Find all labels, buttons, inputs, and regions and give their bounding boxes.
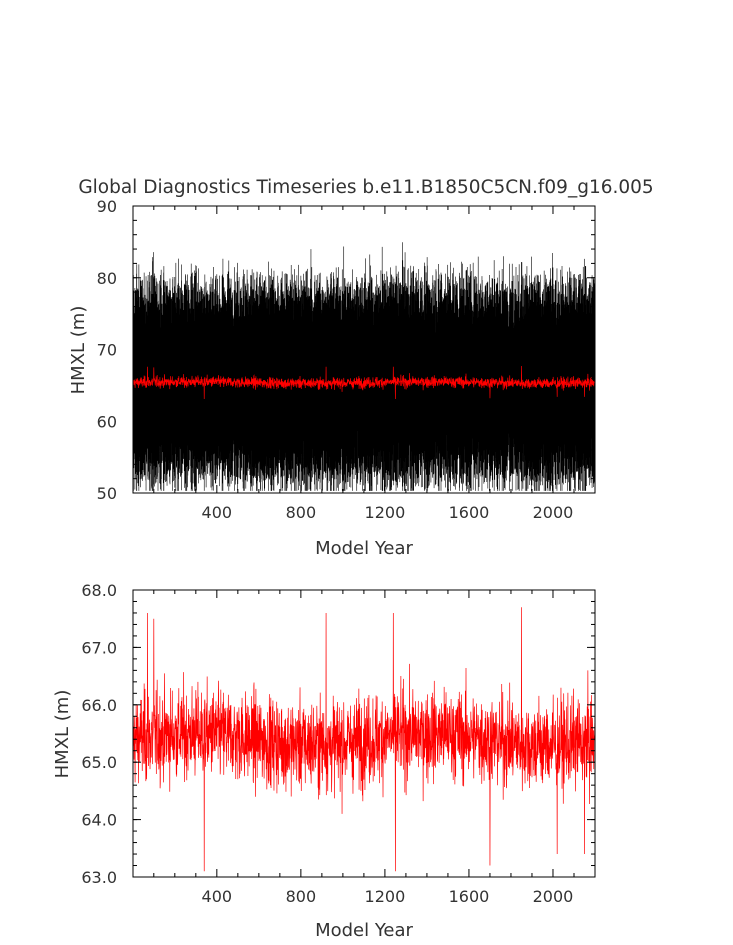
x-tick-label: 400: [202, 887, 233, 906]
top-panel: Global Diagnostics Timeseries b.e11.B185…: [68, 177, 654, 559]
y-tick-label: 65.0: [81, 753, 117, 772]
x-tick-label: 1600: [449, 503, 490, 522]
x-tick-label: 1200: [365, 503, 406, 522]
x-tick-label: 800: [286, 887, 317, 906]
y-tick-label: 90: [97, 197, 117, 216]
x-tick-label: 2000: [533, 503, 574, 522]
y-tick-label: 67.0: [81, 638, 117, 657]
top-panel-series: [132, 242, 596, 491]
annual-mean-hmxl-series: [132, 365, 596, 400]
bottom-panel: 400 800 1200 1600 2000 63.0 64.0 65.0 66.0 67.0 68…: [52, 581, 596, 941]
y-tick-label: 66.0: [81, 696, 117, 715]
chart-title: Global Diagnostics Timeseries b.e11.B185…: [78, 177, 653, 198]
top-panel-ticks: 400 800 1200 1600 2000 50 60 70 80 90: [97, 197, 596, 522]
top-y-axis-label: HMXL (m): [68, 306, 89, 395]
annual-mean-hmxl-series: [132, 607, 596, 872]
y-tick-label: 64.0: [81, 811, 117, 830]
x-tick-label: 2000: [533, 887, 574, 906]
x-tick-label: 800: [286, 503, 317, 522]
x-tick-label: 400: [202, 503, 233, 522]
y-tick-label: 63.0: [81, 868, 117, 887]
monthly-hmxl-series: [132, 242, 596, 491]
bottom-x-axis-label: Model Year: [315, 920, 413, 941]
bottom-y-axis-label: HMXL (m): [52, 690, 73, 779]
y-tick-label: 68.0: [81, 581, 117, 600]
x-tick-label: 1200: [365, 887, 406, 906]
y-tick-label: 50: [97, 484, 117, 503]
top-x-axis-label: Model Year: [315, 538, 413, 559]
y-tick-label: 70: [97, 341, 117, 360]
x-tick-label: 1600: [449, 887, 490, 906]
y-tick-label: 60: [97, 412, 117, 431]
bottom-panel-ticks: 400 800 1200 1600 2000 63.0 64.0 65.0 66.0 67.0 68…: [81, 581, 596, 906]
bottom-panel-series: [132, 607, 596, 872]
y-tick-label: 80: [97, 269, 117, 288]
